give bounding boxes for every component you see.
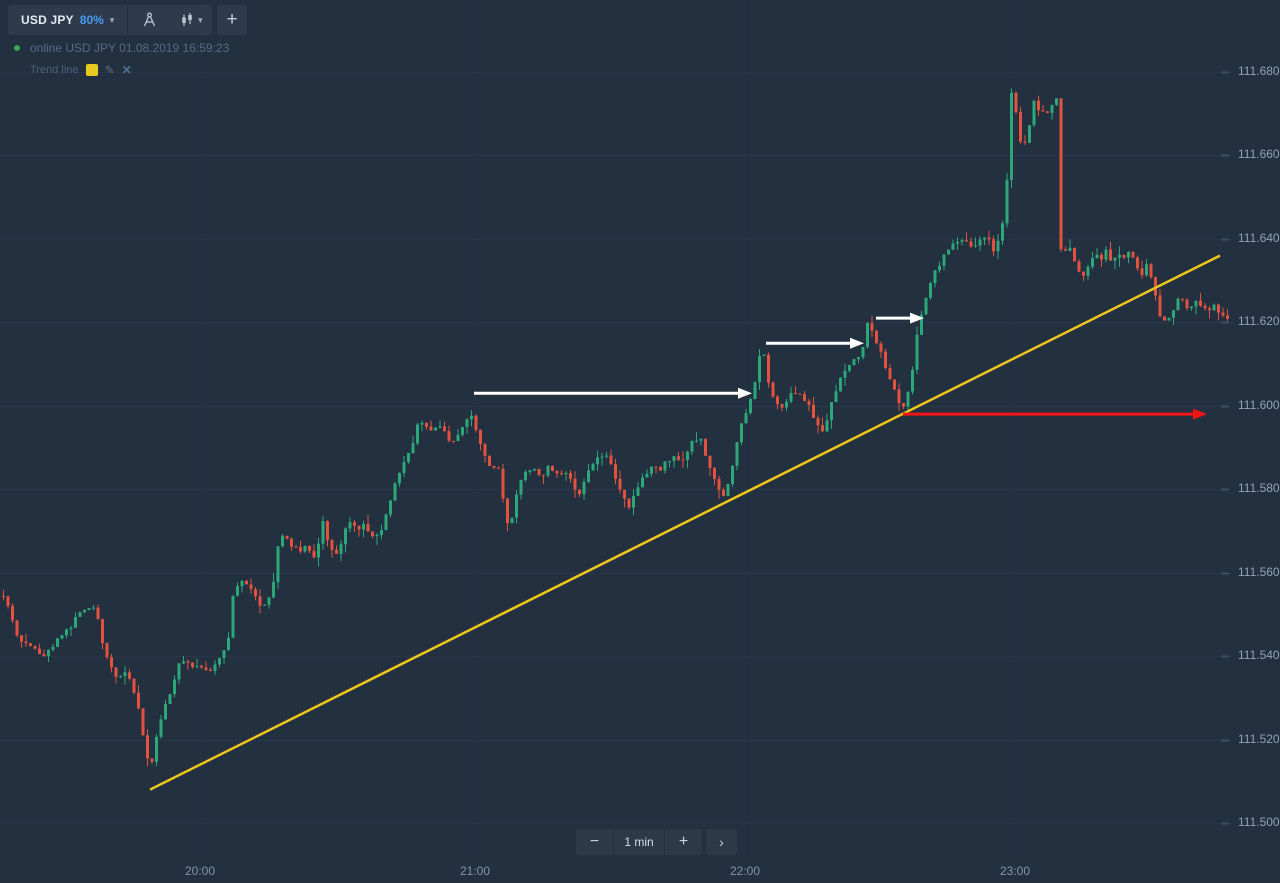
timeframe-decrease-button[interactable]: − bbox=[589, 833, 600, 850]
drawing-tools-button[interactable] bbox=[128, 5, 170, 35]
scroll-to-latest-button[interactable]: › bbox=[706, 829, 737, 855]
timeframe-increase-button[interactable]: + bbox=[678, 833, 689, 850]
candlestick-chart-icon bbox=[182, 13, 192, 26]
candles bbox=[2, 88, 1229, 767]
status-text: online USD JPY 01.08.2019 16:59:23 bbox=[30, 41, 230, 55]
price-axis-label: 111.640 bbox=[1238, 230, 1280, 245]
price-axis-label: 111.680 bbox=[1238, 64, 1280, 78]
white-arrow-annotation bbox=[474, 387, 752, 399]
timeframe-value: 1 min bbox=[624, 835, 654, 849]
divider bbox=[613, 829, 614, 855]
remove-overlay-icon[interactable]: ✕ bbox=[121, 63, 132, 77]
divider bbox=[664, 829, 665, 855]
white-arrow-annotation bbox=[766, 337, 864, 349]
time-axis-label: 21:00 bbox=[459, 864, 491, 878]
time-axis-label: 22:00 bbox=[729, 864, 761, 878]
price-axis-label: 111.500 bbox=[1238, 815, 1280, 829]
online-dot-icon bbox=[14, 45, 20, 51]
trend-line[interactable] bbox=[149, 254, 1221, 791]
red-arrow-annotation bbox=[903, 408, 1207, 420]
chevron-down-icon: ▾ bbox=[109, 14, 115, 25]
compass-icon bbox=[143, 12, 155, 27]
toolbar-divider bbox=[127, 5, 129, 35]
white-arrow-annotation bbox=[876, 312, 924, 324]
price-axis-label: 111.540 bbox=[1238, 648, 1280, 663]
price-axis-label: 111.600 bbox=[1238, 397, 1280, 412]
add-asset-button[interactable]: + bbox=[217, 5, 247, 35]
chart-toolbar: USD JPY 80% ▾ ▾ bbox=[8, 5, 213, 35]
price-axis-label: 111.660 bbox=[1238, 147, 1280, 162]
timeframe-control-group: − 1 min + bbox=[576, 829, 702, 855]
edit-pencil-icon[interactable]: ✎ bbox=[104, 63, 115, 77]
trend-color-swatch[interactable] bbox=[85, 64, 98, 76]
asset-name: USD JPY bbox=[21, 13, 74, 27]
asset-selector[interactable]: USD JPY 80% ▾ bbox=[8, 5, 127, 35]
time-axis-label: 23:00 bbox=[999, 864, 1031, 878]
price-axis-label: 111.520 bbox=[1238, 731, 1280, 746]
chevron-down-icon: ▾ bbox=[198, 14, 203, 25]
price-axis-label: 111.580 bbox=[1238, 481, 1280, 496]
price-axis-label: 111.620 bbox=[1238, 314, 1280, 329]
connection-status: online USD JPY 01.08.2019 16:59:23 bbox=[14, 41, 229, 55]
plus-icon: + bbox=[226, 8, 238, 30]
chart-type-button[interactable]: ▾ bbox=[170, 5, 212, 35]
price-axis-label: 111.560 bbox=[1238, 564, 1280, 579]
overlay-label: Trend line bbox=[30, 64, 79, 76]
overlay-legend-trend-line: Trend line ✎ ✕ bbox=[30, 64, 132, 76]
gridlines bbox=[1221, 71, 1229, 825]
time-axis-label: 20:00 bbox=[184, 864, 216, 878]
asset-payout: 80% bbox=[79, 13, 104, 27]
